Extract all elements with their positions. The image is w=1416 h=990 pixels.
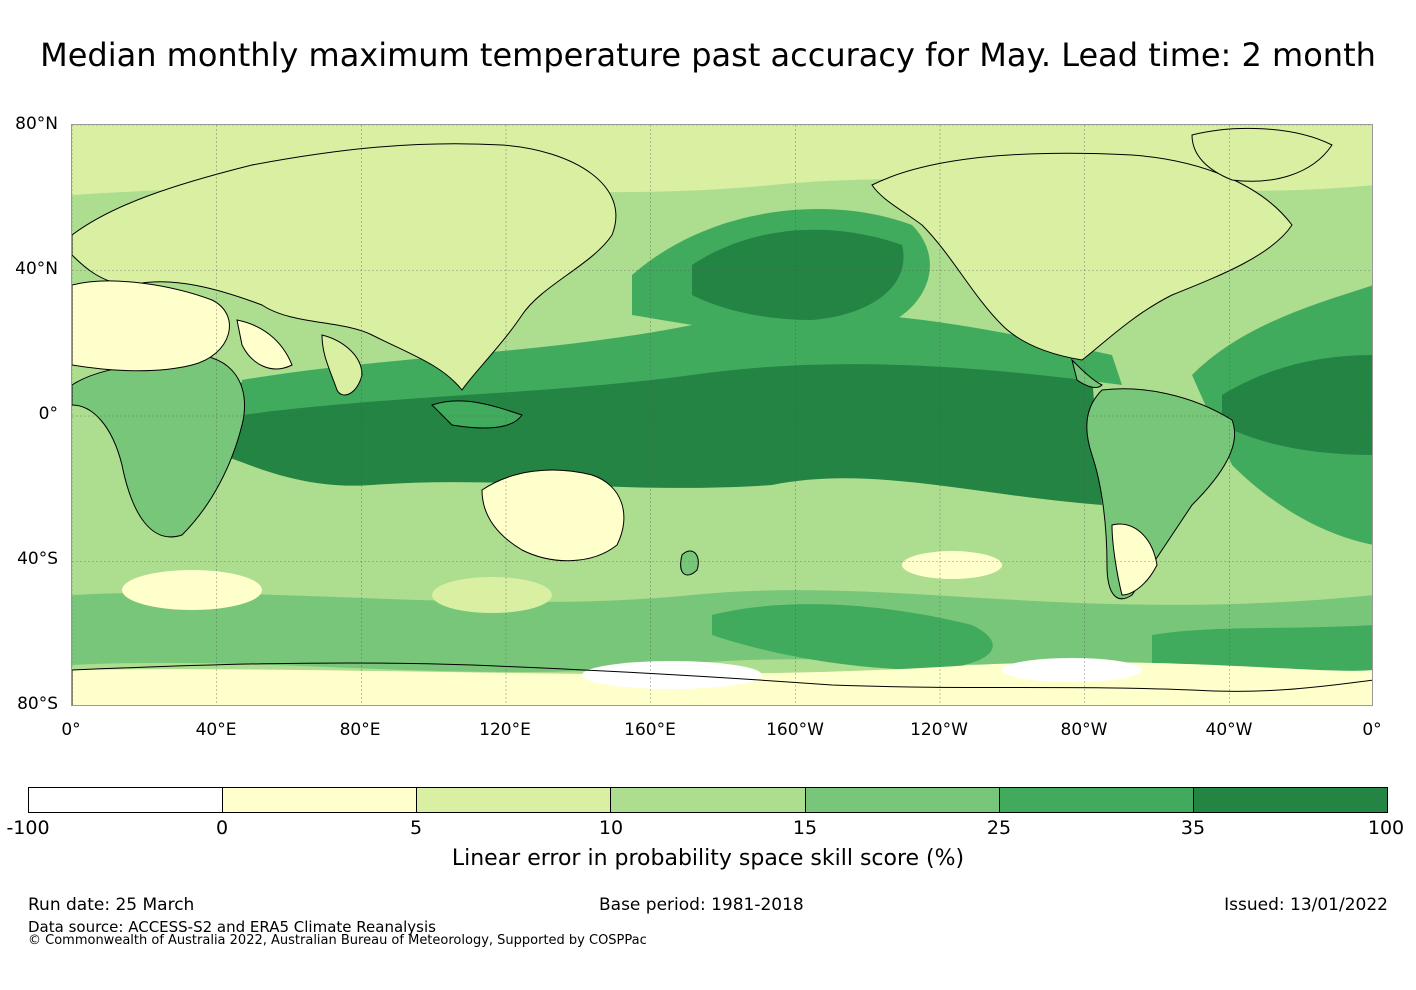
run-date: Run date: 25 March (28, 895, 195, 915)
map-title: Median monthly maximum temperature past … (40, 36, 1376, 74)
issued-date: Issued: 13/01/2022 (1224, 895, 1388, 915)
colorbar-segment (417, 788, 612, 812)
lon-label-120e: 120°E (479, 720, 531, 740)
data-source: Data source: ACCESS-S2 and ERA5 Climate … (28, 918, 436, 936)
lat-label-40n: 40°N (15, 259, 58, 279)
lon-label-40w: 40°W (1205, 720, 1253, 740)
lon-label-0: 0° (61, 720, 81, 740)
gridlines (72, 125, 1372, 705)
lon-label-0-east: 0° (1362, 720, 1382, 740)
lon-label-40e: 40°E (195, 720, 237, 740)
colorbar-tick: 35 (1180, 817, 1206, 839)
colorbar-tick: 100 (1367, 817, 1405, 839)
colorbar (28, 787, 1388, 813)
colorbar-label: Linear error in probability space skill … (451, 846, 965, 871)
colorbar-segment (805, 788, 1000, 812)
colorbar-tick: 15 (792, 817, 818, 839)
lat-label-80s: 80°S (17, 694, 58, 714)
lon-label-160e: 160°E (624, 720, 676, 740)
colorbar-tick: 25 (986, 817, 1012, 839)
colorbar-segment (611, 788, 806, 812)
lon-label-80w: 80°W (1060, 720, 1108, 740)
colorbar-segment (223, 788, 418, 812)
copyright: © Commonwealth of Australia 2022, Austra… (28, 933, 647, 948)
colorbar-tick: 5 (409, 817, 423, 839)
map-canvas (72, 125, 1372, 705)
colorbar-segment (999, 788, 1194, 812)
colorbar-segment (1193, 788, 1387, 812)
lon-label-160w: 160°W (766, 720, 824, 740)
lon-label-80e: 80°E (339, 720, 381, 740)
skill-regions (72, 125, 1372, 705)
base-period: Base period: 1981-2018 (599, 895, 804, 915)
lat-label-40s: 40°S (17, 549, 58, 569)
colorbar-tick: -100 (6, 817, 50, 839)
lat-label-0: 0° (38, 404, 58, 424)
colorbar-tick: 0 (215, 817, 229, 839)
skill-score-map[interactable] (71, 124, 1373, 706)
colorbar-tick: 10 (598, 817, 624, 839)
continents (72, 127, 1372, 705)
lon-label-120w: 120°W (910, 720, 968, 740)
colorbar-segment (29, 788, 224, 812)
lat-label-80n: 80°N (15, 114, 58, 134)
